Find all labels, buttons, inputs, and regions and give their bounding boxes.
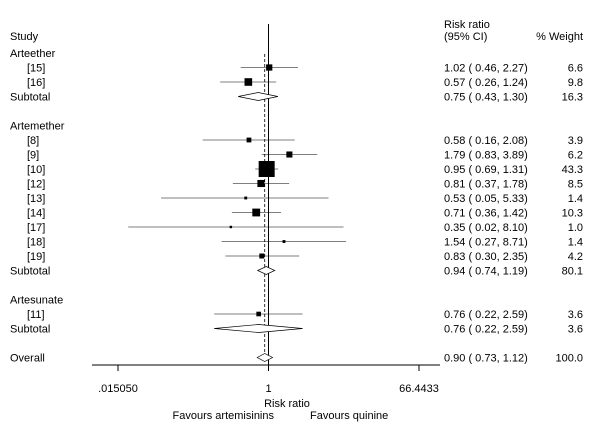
study-ci-text: 0.58 ( 0.16, 2.08)	[444, 135, 528, 147]
favours-artemisinins-label: Favours artemisinins	[173, 410, 275, 422]
study-weight-text: 6.2	[568, 150, 583, 162]
pooled-weight-text: 16.3	[562, 92, 583, 104]
study-label: [11]	[27, 309, 45, 321]
study-label: [18]	[27, 237, 45, 249]
study-point-square	[282, 240, 286, 243]
study-ci-text: 0.71 ( 0.36, 1.42)	[444, 208, 528, 220]
study-weight-text: 1.4	[568, 237, 583, 249]
subtotal-diamond	[238, 92, 278, 101]
study-weight-text: 3.9	[568, 135, 583, 147]
study-point-square	[246, 137, 252, 143]
pooled-ci-text: 0.94 ( 0.74, 1.19)	[444, 266, 528, 278]
study-label: [12]	[27, 179, 45, 191]
study-label: [16]	[27, 77, 45, 89]
subgroup-label: Arteether	[10, 48, 56, 60]
study-label: [8]	[27, 135, 39, 147]
header-weight: % Weight	[536, 31, 583, 43]
subgroup-label: Artemether	[10, 121, 65, 133]
study-weight-text: 1.4	[568, 193, 583, 205]
x-axis-label: Risk ratio	[264, 398, 310, 410]
study-ci-text: 0.81 ( 0.37, 1.78)	[444, 179, 528, 191]
study-point-square	[286, 151, 293, 158]
study-label: [15]	[27, 63, 45, 75]
x-tick-label: 66.4433	[399, 383, 439, 395]
study-point-square	[244, 78, 253, 86]
study-ci-text: 0.57 ( 0.26, 1.24)	[444, 77, 528, 89]
study-ci-text: 1.54 ( 0.27, 8.71)	[444, 237, 528, 249]
study-point-square	[256, 311, 261, 317]
study-label: [19]	[27, 251, 45, 263]
x-tick-label: 1	[265, 383, 271, 395]
study-ci-text: 0.35 ( 0.02, 8.10)	[444, 222, 528, 234]
study-weight-text: 43.3	[562, 164, 583, 176]
overall-diamond	[256, 353, 274, 362]
study-weight-text: 10.3	[562, 208, 583, 220]
subtotal-label: Subtotal	[10, 92, 50, 104]
study-weight-text: 1.0	[568, 222, 583, 234]
favours-quinine-label: Favours quinine	[310, 410, 388, 422]
study-point-square	[244, 196, 248, 200]
study-weight-text: 9.8	[568, 77, 583, 89]
study-label: [9]	[27, 150, 39, 162]
pooled-weight-text: 3.6	[568, 324, 583, 336]
overall-label: Overall	[10, 353, 45, 365]
subtotal-diamond	[256, 266, 276, 275]
pooled-weight-text: 80.1	[562, 266, 583, 278]
study-weight-text: 3.6	[568, 309, 583, 321]
header-risk-ratio: Risk ratio	[444, 19, 490, 31]
pooled-ci-text: 0.76 ( 0.22, 2.59)	[444, 324, 528, 336]
header-ci: (95% CI)	[444, 31, 487, 43]
x-tick-label: .015050	[98, 383, 138, 395]
subtotal-label: Subtotal	[10, 324, 50, 336]
pooled-weight-text: 100.0	[555, 353, 583, 365]
subtotal-label: Subtotal	[10, 266, 50, 278]
study-weight-text: 4.2	[568, 251, 583, 263]
study-ci-text: 0.76 ( 0.22, 2.59)	[444, 309, 528, 321]
study-point-square	[229, 225, 233, 229]
subtotal-diamond	[214, 324, 303, 333]
study-point-square	[258, 161, 275, 177]
study-label: [13]	[27, 193, 45, 205]
pooled-ci-text: 0.90 ( 0.73, 1.12)	[444, 353, 528, 365]
study-ci-text: 1.02 ( 0.46, 2.27)	[444, 63, 528, 75]
study-rows: Arteether [15] 1.02 ( 0.46, 2.27) 6.6 [16] 0.…	[10, 48, 583, 365]
pooled-ci-text: 0.75 ( 0.43, 1.30)	[444, 92, 528, 104]
study-label: [14]	[27, 208, 45, 220]
study-point-square	[259, 253, 265, 259]
subgroup-label: Artesunate	[10, 295, 63, 307]
study-weight-text: 6.6	[568, 63, 583, 75]
x-axis-ticks: .015050 1 66.4433	[98, 365, 439, 395]
study-label: [17]	[27, 222, 45, 234]
header-study: Study	[10, 31, 39, 43]
study-weight-text: 8.5	[568, 179, 583, 191]
study-ci-text: 0.83 ( 0.30, 2.35)	[444, 251, 528, 263]
study-label: [10]	[27, 164, 45, 176]
study-ci-text: 1.79 ( 0.83, 3.89)	[444, 150, 528, 162]
study-point-square	[257, 179, 265, 188]
study-ci-text: 0.95 ( 0.69, 1.31)	[444, 164, 528, 176]
plot-area	[128, 24, 347, 365]
study-point-square	[266, 64, 273, 71]
study-ci-text: 0.53 ( 0.05, 5.33)	[444, 193, 528, 205]
study-point-square	[252, 208, 261, 217]
